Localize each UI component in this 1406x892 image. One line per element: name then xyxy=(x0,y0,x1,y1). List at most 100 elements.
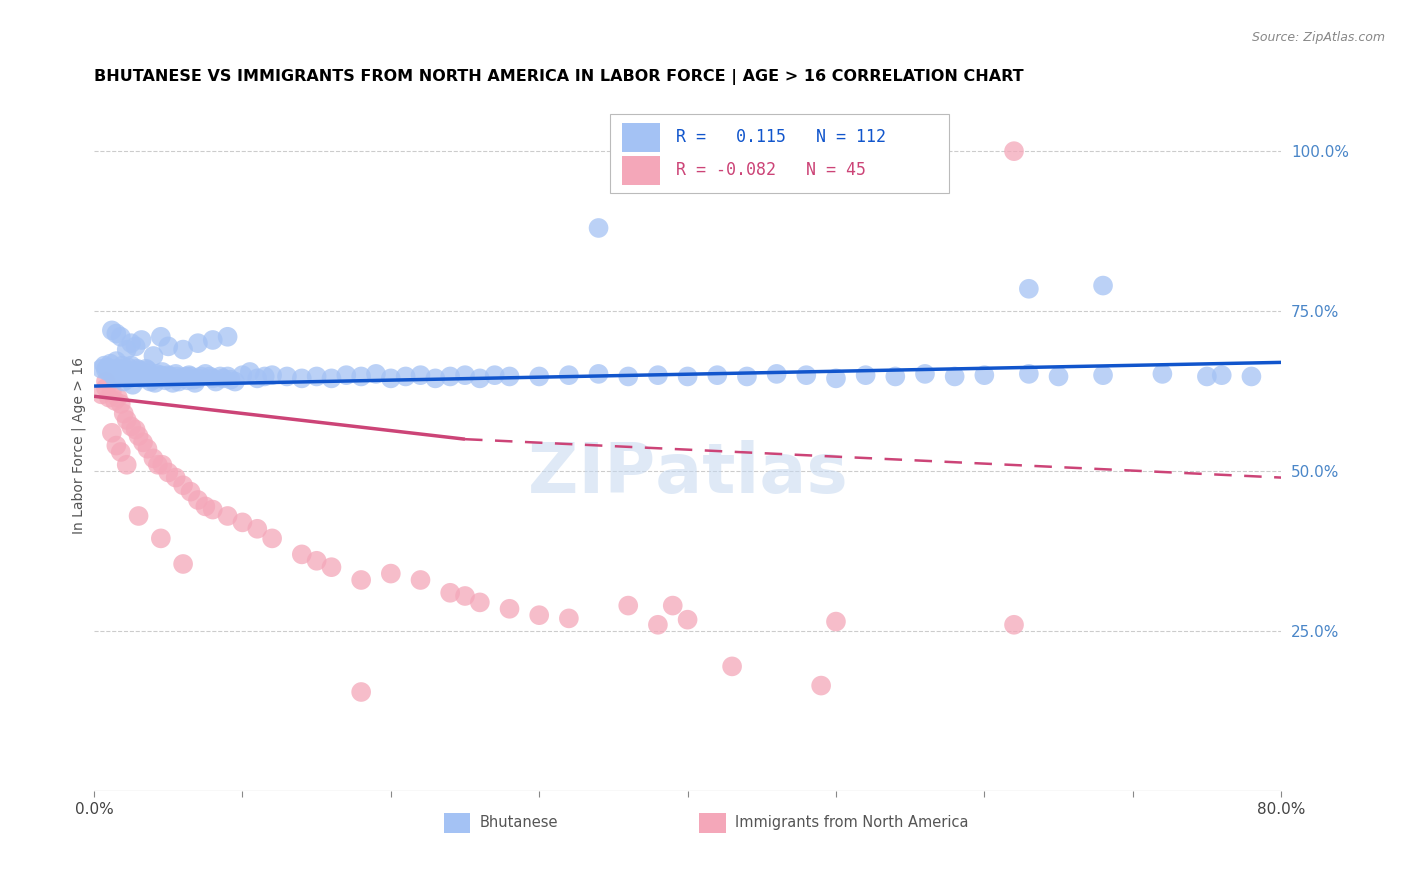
Point xyxy=(120,359,142,373)
Point xyxy=(162,376,184,390)
Point xyxy=(217,369,239,384)
Point xyxy=(190,369,212,384)
Point xyxy=(159,369,181,384)
Point xyxy=(246,371,269,385)
Point xyxy=(176,373,198,387)
Point xyxy=(201,333,224,347)
Point xyxy=(94,381,117,395)
Point xyxy=(110,365,132,379)
Point xyxy=(97,365,120,379)
Point xyxy=(128,508,150,523)
Point xyxy=(157,339,180,353)
Point xyxy=(105,326,128,341)
Point xyxy=(180,369,202,384)
Point xyxy=(120,419,142,434)
Point xyxy=(172,343,194,357)
Point xyxy=(93,359,115,373)
Point xyxy=(631,144,654,158)
Point xyxy=(128,363,150,377)
Point xyxy=(855,368,877,383)
Point xyxy=(110,330,132,344)
FancyBboxPatch shape xyxy=(623,156,661,185)
Point xyxy=(134,369,156,384)
Point xyxy=(149,368,172,383)
Point xyxy=(468,595,491,609)
Point xyxy=(198,369,221,384)
Point xyxy=(187,371,209,385)
Point xyxy=(529,369,551,384)
Point xyxy=(498,601,520,615)
Point xyxy=(217,508,239,523)
Point xyxy=(350,685,373,699)
Point xyxy=(305,554,328,568)
FancyBboxPatch shape xyxy=(610,114,949,194)
Point xyxy=(1211,368,1233,383)
Point xyxy=(136,442,159,456)
Point xyxy=(149,330,172,344)
Point xyxy=(914,367,936,381)
Point xyxy=(142,451,165,466)
Point xyxy=(1002,144,1025,158)
Point xyxy=(794,368,817,383)
Point xyxy=(142,349,165,363)
Point xyxy=(187,493,209,508)
Point xyxy=(118,371,141,385)
Point xyxy=(143,376,166,390)
Point xyxy=(810,679,832,693)
Point xyxy=(127,361,149,376)
Point xyxy=(100,357,122,371)
Point xyxy=(108,361,131,376)
Point xyxy=(110,397,132,411)
Point xyxy=(163,371,186,385)
Point xyxy=(825,615,848,629)
Point xyxy=(224,375,246,389)
Point xyxy=(498,369,520,384)
FancyBboxPatch shape xyxy=(699,814,725,832)
Point xyxy=(115,368,138,383)
Point xyxy=(454,368,477,383)
Point xyxy=(321,371,343,385)
Point xyxy=(1240,369,1263,384)
Point xyxy=(529,608,551,623)
Point xyxy=(735,369,758,384)
Point xyxy=(104,371,127,385)
Point xyxy=(194,367,217,381)
Point xyxy=(721,659,744,673)
Point xyxy=(146,458,169,472)
Point xyxy=(558,611,581,625)
Point xyxy=(166,369,188,384)
Point xyxy=(239,365,262,379)
Point xyxy=(484,368,506,383)
Point xyxy=(380,566,402,581)
Point xyxy=(439,586,461,600)
Point xyxy=(183,373,205,387)
Point xyxy=(291,548,314,562)
Point xyxy=(973,368,995,383)
Point xyxy=(150,365,173,379)
Point xyxy=(169,371,191,385)
Point xyxy=(617,599,640,613)
Point xyxy=(468,371,491,385)
Point xyxy=(101,323,124,337)
Point xyxy=(1047,369,1070,384)
Point xyxy=(111,359,134,373)
Point xyxy=(177,368,200,383)
Point xyxy=(647,368,669,383)
Point xyxy=(1002,617,1025,632)
Point xyxy=(153,369,176,384)
Point xyxy=(135,361,157,376)
Point xyxy=(124,369,146,384)
Point xyxy=(121,377,143,392)
Point xyxy=(148,369,170,384)
Point xyxy=(172,371,194,385)
Point xyxy=(142,373,165,387)
Point xyxy=(90,361,112,376)
Point xyxy=(101,361,124,376)
Point xyxy=(884,369,907,384)
Point xyxy=(165,470,187,484)
Point xyxy=(132,435,155,450)
Point xyxy=(676,613,699,627)
Point xyxy=(107,391,129,405)
Point xyxy=(409,573,432,587)
Point xyxy=(201,371,224,385)
